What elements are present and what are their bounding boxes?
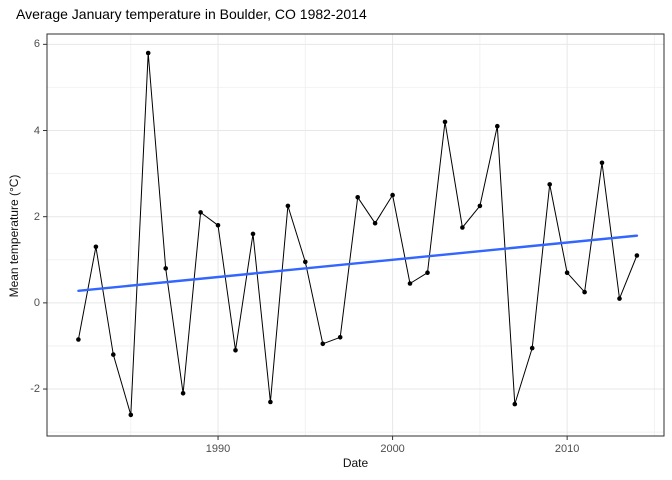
data-point xyxy=(372,220,378,226)
axis-tick-marks xyxy=(43,43,568,440)
data-point xyxy=(145,50,151,56)
data-point xyxy=(390,192,395,198)
data-point xyxy=(320,341,326,347)
data-point xyxy=(285,203,291,209)
x-axis-title: Date xyxy=(342,456,369,470)
data-point xyxy=(128,412,134,418)
data-point xyxy=(460,225,465,230)
y-tick-label: 4 xyxy=(33,124,40,137)
y-tick-label: 6 xyxy=(33,38,40,51)
data-point xyxy=(76,337,81,342)
data-point xyxy=(477,203,483,209)
data-point xyxy=(442,119,448,125)
data-point xyxy=(529,345,535,351)
data-point xyxy=(564,270,570,276)
data-point xyxy=(512,401,518,407)
data-point xyxy=(163,266,168,271)
data-point xyxy=(355,195,361,200)
data-point xyxy=(599,160,605,166)
data-point xyxy=(582,289,587,295)
data-point xyxy=(617,296,622,301)
data-point xyxy=(425,270,430,276)
data-point xyxy=(268,399,273,405)
data-point xyxy=(215,223,221,228)
data-point xyxy=(198,210,203,215)
data-point xyxy=(303,259,308,265)
data-point xyxy=(250,231,256,237)
data-point xyxy=(407,281,413,286)
data-point xyxy=(111,352,116,357)
panel-background xyxy=(46,33,665,437)
y-tick-label: -2 xyxy=(30,383,40,396)
data-point xyxy=(634,253,640,258)
plot-title: Average January temperature in Boulder, … xyxy=(16,6,367,22)
x-tick-label: 1990 xyxy=(205,443,231,455)
data-point xyxy=(547,182,552,187)
x-tick-label: 2010 xyxy=(554,443,580,455)
data-point xyxy=(93,244,99,250)
data-point xyxy=(180,391,186,396)
x-tick-label: 2000 xyxy=(380,443,405,455)
data-point xyxy=(495,123,500,129)
data-point xyxy=(337,335,343,340)
grid-major xyxy=(47,34,664,436)
data-point xyxy=(233,348,238,353)
data-points xyxy=(76,50,640,418)
trend-line xyxy=(77,234,639,292)
y-tick-label: 2 xyxy=(33,210,40,223)
y-tick-label: 0 xyxy=(33,296,40,309)
grid-minor xyxy=(47,34,664,436)
